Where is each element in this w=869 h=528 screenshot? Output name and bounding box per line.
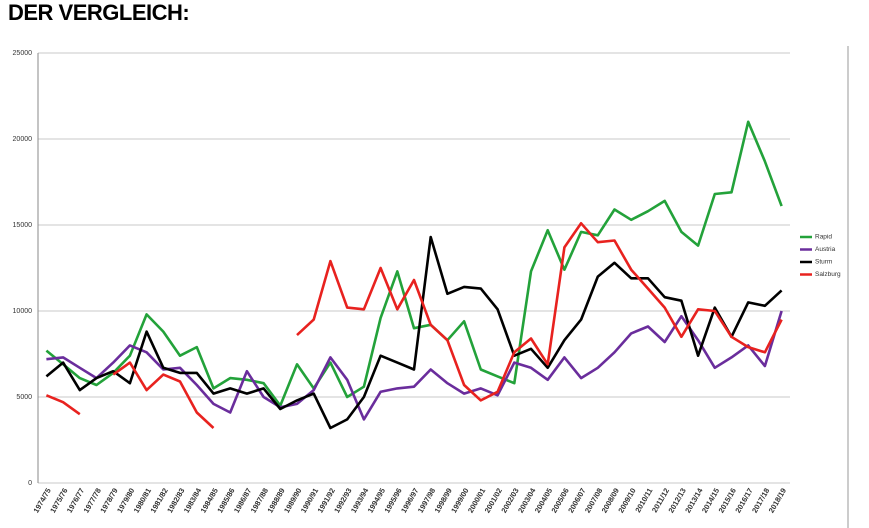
y-tick-label: 25000 bbox=[13, 50, 33, 57]
series-line bbox=[45, 235, 783, 430]
legend-label: Salzburg bbox=[815, 271, 841, 278]
series-line bbox=[45, 120, 783, 407]
legend-label: Austria bbox=[815, 246, 836, 253]
y-tick-label: 5000 bbox=[16, 394, 32, 401]
y-tick-label: 15000 bbox=[13, 222, 33, 229]
legend-label: Sturm bbox=[815, 259, 832, 266]
y-tick-label: 0 bbox=[28, 480, 32, 487]
legend-label: Rapid bbox=[815, 234, 832, 241]
y-tick-label: 10000 bbox=[13, 308, 33, 315]
page-title: DER VERGLEICH: bbox=[8, 0, 190, 25]
series-line bbox=[45, 222, 783, 429]
y-tick-label: 20000 bbox=[13, 136, 33, 143]
